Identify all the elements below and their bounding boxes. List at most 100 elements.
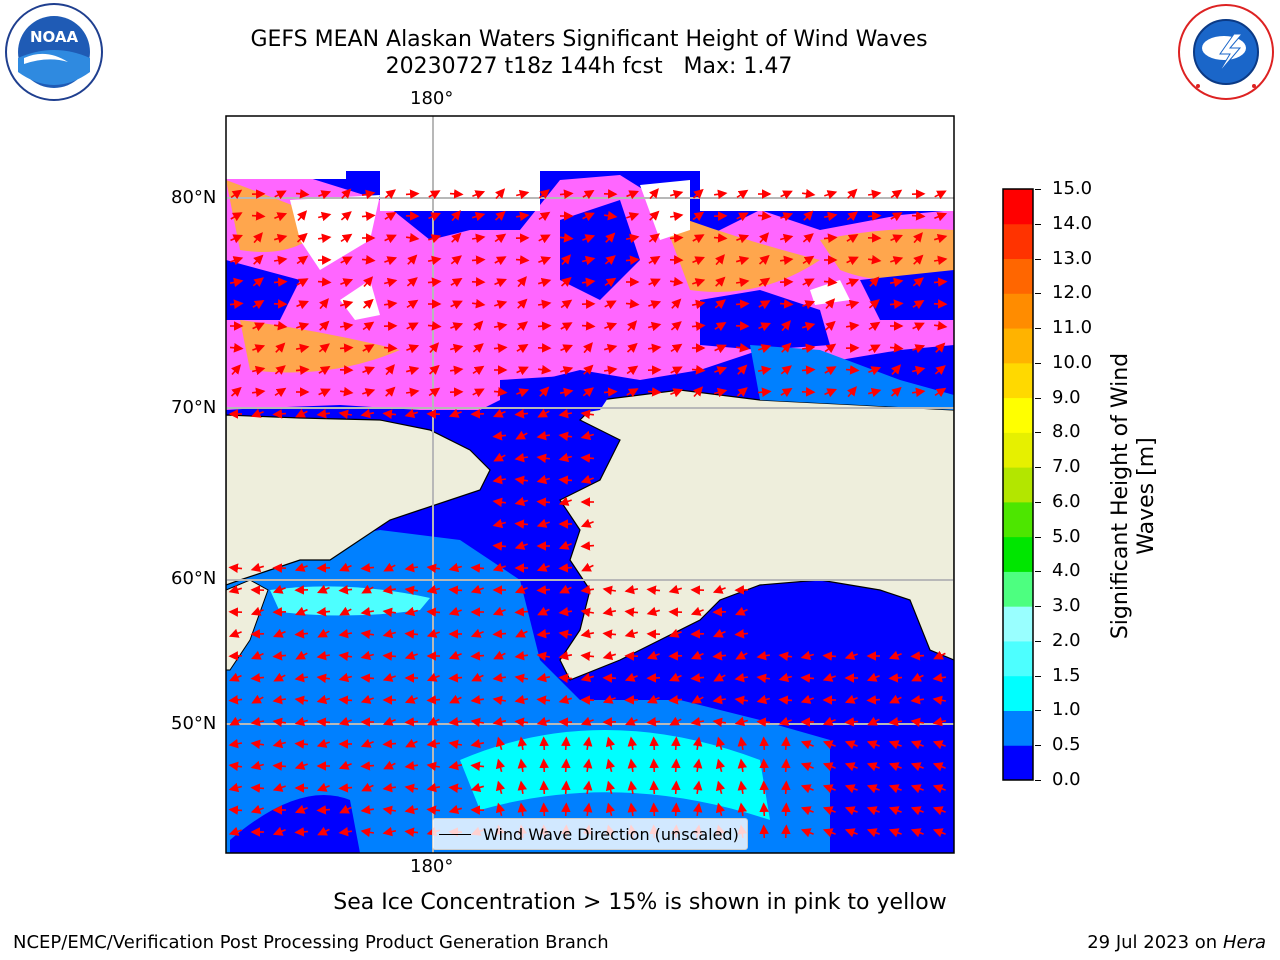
wave-arrow [536,562,550,572]
wave-arrow [866,806,880,816]
wave-arrow [605,736,616,751]
wave-arrow [537,277,552,288]
wave-arrow [472,343,484,353]
wave-arrow [627,802,638,817]
noaa-logo-text: NOAA [30,28,79,46]
wave-arrow [538,256,552,266]
wave-arrow [626,212,640,222]
wave-arrow [692,736,703,751]
wave-arrow [360,563,375,573]
wave-arrow [361,211,376,221]
wave-arrow [602,629,617,639]
wave-arrow [317,584,330,594]
wave-arrow [471,672,484,682]
wave-arrow [514,496,529,507]
wave-arrow [316,738,330,748]
wave-arrow [781,320,791,332]
wave-arrow [648,300,662,310]
wave-arrow [582,189,595,200]
wave-arrow [229,343,244,353]
wave-arrow [297,210,308,222]
colorbar-tick-label: 14.0 [1052,212,1093,234]
colorbar-segment [1003,640,1033,677]
wave-arrow [338,651,353,662]
wave-arrow [338,628,353,639]
wave-arrow [382,739,397,749]
wave-arrow [822,651,837,661]
wave-arrow [514,540,528,550]
wave-arrow [405,738,418,748]
wave-arrow [273,233,288,244]
wave-arrow [580,716,594,726]
wave-arrow [360,804,375,815]
wave-arrow [493,343,508,353]
wave-arrow [515,189,530,200]
wave-arrow [404,783,419,794]
wave-arrow [625,233,640,244]
wave-arrow [341,188,352,199]
wave-arrow [778,651,793,662]
wave-arrow [558,650,573,661]
colorbar-segment [1003,571,1033,607]
wave-arrow [890,212,903,222]
wave-arrow [757,387,772,397]
wave-arrow [691,299,706,310]
cyan-band [460,730,770,820]
wave-arrow [649,758,659,773]
colorbar-tick-mark [1035,467,1041,469]
wave-arrow [316,650,331,661]
wave-arrow [581,562,594,572]
wave-arrow [294,562,308,572]
wave-arrow [671,780,681,795]
wave-arrow [604,277,617,288]
wave-arrow [493,452,506,462]
wave-arrow [932,740,946,750]
wave-arrow [231,364,242,376]
wave-arrow [427,716,440,726]
wave-arrow [228,782,243,793]
wave-arrow [910,651,925,661]
wave-arrow [889,277,904,288]
wave-arrow [492,716,507,727]
colorbar-tick-label: 2.0 [1052,629,1081,651]
wave-arrow [404,717,419,727]
wave-arrow [869,276,880,287]
lat-label-70: 70°N [171,397,217,418]
wave-arrow [296,232,308,243]
wave-arrow [690,673,705,683]
wave-arrow [382,782,397,793]
wave-arrow [714,321,727,332]
wave-arrow [338,760,352,770]
wave-arrow [580,518,594,528]
wave-arrow [715,802,726,817]
wave-arrow [867,189,882,200]
wave-arrow [428,234,442,244]
wave-arrow [735,342,750,353]
colorbar-tick-mark [1035,675,1041,677]
wave-arrow [912,344,926,354]
wave-arrow [669,233,684,243]
wave-arrow [514,717,529,727]
wave-arrow [845,365,860,375]
wave-arrow [228,695,243,705]
wave-arrow [472,365,485,376]
wave-arrow [296,255,309,266]
wave-arrow [692,234,705,244]
wave-arrow [800,828,814,838]
wave-arrow [932,695,947,706]
wave-arrow [800,784,814,794]
wave-arrow [933,650,946,660]
wave-arrow [625,716,638,726]
wave-arrow [580,628,595,639]
wave-arrow [426,607,441,617]
wave-arrow [669,211,684,222]
wave-arrow [780,387,793,398]
wave-arrow [295,189,310,199]
wave-arrow [715,276,726,287]
wave-arrow [448,783,463,793]
wave-arrow [822,806,836,816]
wave-arrow [448,804,463,815]
wave-arrow [759,824,769,839]
lat-label-80: 80°N [171,187,217,208]
wave-arrow [294,629,309,639]
